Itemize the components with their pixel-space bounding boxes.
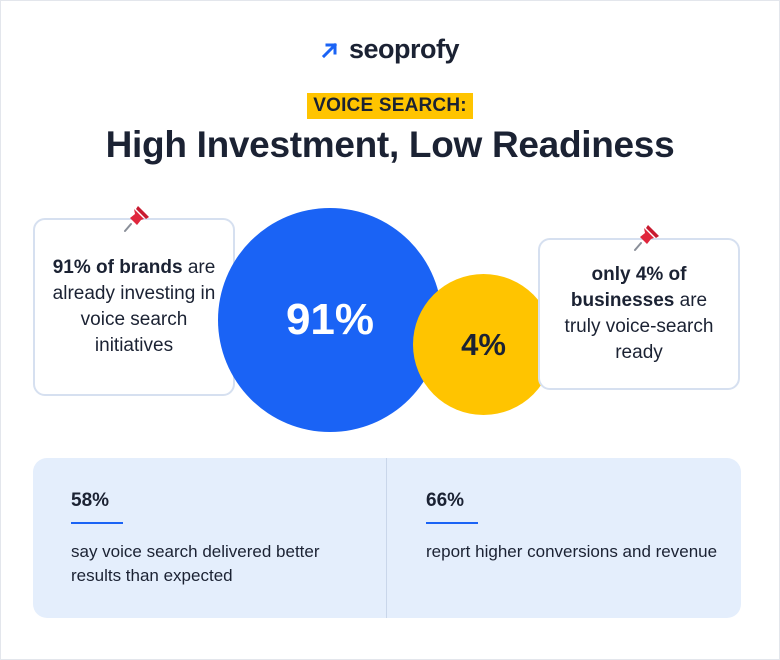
- stat-underline: [426, 522, 478, 524]
- eyebrow-label: VOICE SEARCH:: [307, 93, 473, 119]
- big-circle-label: 91%: [285, 295, 375, 344]
- stat-underline: [71, 522, 123, 524]
- eyebrow-wrap: VOICE SEARCH:: [0, 93, 780, 119]
- stats-divider: [386, 458, 387, 618]
- small-circle-label: 4%: [461, 326, 506, 362]
- brand-name: seoprofy: [348, 34, 460, 64]
- right-stat-card: only 4% of businesses are truly voice-se…: [538, 238, 740, 390]
- left-card-highlight: 91% of brands: [52, 257, 183, 278]
- left-card-content: 91% of brands are already investing in v…: [49, 255, 219, 359]
- stat-text: report higher conversions and revenue: [426, 542, 718, 561]
- pushpin-icon: [124, 206, 149, 232]
- stat-item: 58% say voice search delivered better re…: [71, 490, 371, 588]
- right-card-text: are truly voice-search ready: [564, 290, 714, 363]
- brand-logo: seoprofy: [0, 34, 780, 65]
- left-card-text: are already investing in voice search in…: [52, 257, 216, 356]
- arrow-up-right-icon: [321, 42, 338, 58]
- stat-value: 66%: [426, 490, 465, 511]
- left-stat-card: 91% of brands are already investing in v…: [33, 218, 235, 396]
- stat-value: 58%: [71, 490, 110, 511]
- right-card-content: only 4% of businesses are truly voice-se…: [554, 262, 724, 366]
- right-card-highlight: only 4% of businesses: [570, 264, 687, 311]
- small-percent-circle: 4%: [413, 274, 554, 415]
- big-percent-circle: 91%: [218, 208, 442, 432]
- page-title: High Investment, Low Readiness: [105, 124, 675, 165]
- stats-panel: 58% say voice search delivered better re…: [33, 458, 741, 618]
- stat-item: 66% report higher conversions and revenu…: [426, 490, 726, 564]
- stat-text: say voice search delivered better result…: [71, 542, 320, 585]
- pushpin-icon: [634, 225, 659, 251]
